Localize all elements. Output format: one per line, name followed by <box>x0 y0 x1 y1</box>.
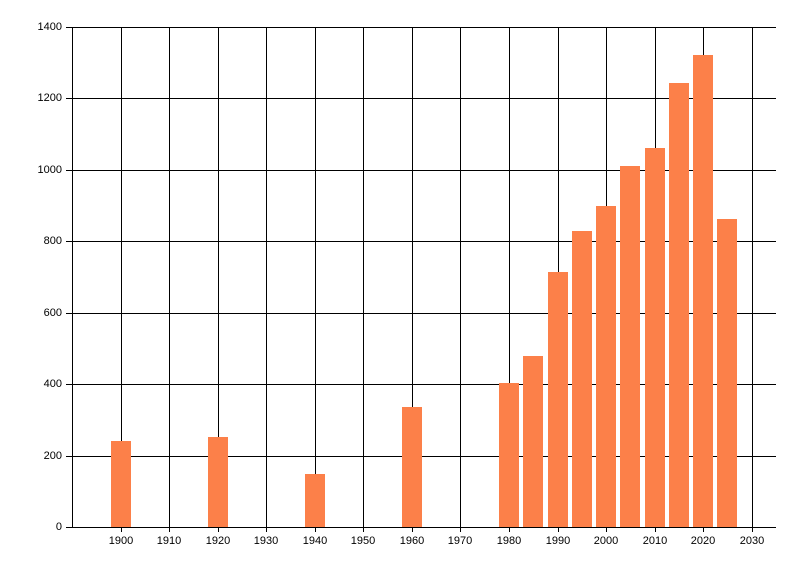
x-tick-mark <box>752 527 753 532</box>
bar-2005 <box>620 166 640 527</box>
y-gridline <box>72 241 776 242</box>
y-tick-mark <box>66 27 72 28</box>
x-tick-label: 1940 <box>302 535 328 547</box>
bar-2000 <box>596 206 616 527</box>
x-gridline <box>266 27 267 527</box>
y-tick-label: 1000 <box>37 164 62 176</box>
x-tick-mark <box>218 527 219 532</box>
x-gridline <box>121 27 122 527</box>
bar-2025 <box>717 219 737 527</box>
x-tick-mark <box>412 527 413 532</box>
y-tick-label: 0 <box>55 521 62 533</box>
y-tick-mark <box>66 313 72 314</box>
x-tick-mark <box>655 527 656 532</box>
x-tick-label: 2000 <box>593 535 619 547</box>
y-tick-label: 1400 <box>37 21 62 33</box>
x-tick-mark <box>558 527 559 532</box>
x-tick-mark <box>363 527 364 532</box>
x-tick-label: 1900 <box>108 535 134 547</box>
x-tick-mark <box>121 527 122 532</box>
y-gridline <box>72 98 776 99</box>
x-gridline <box>315 27 316 527</box>
bar-2015 <box>669 83 689 527</box>
x-tick-label: 1990 <box>545 535 571 547</box>
y-tick-mark <box>66 98 72 99</box>
x-tick-label: 1970 <box>447 535 473 547</box>
x-tick-label: 2030 <box>739 535 765 547</box>
y-tick-label: 1200 <box>37 92 62 104</box>
x-tick-mark <box>266 527 267 532</box>
x-tick-label: 1950 <box>350 535 376 547</box>
y-tick-label: 200 <box>43 450 62 462</box>
y-tick-label: 400 <box>43 378 62 390</box>
x-gridline <box>218 27 219 527</box>
y-gridline <box>72 313 776 314</box>
x-gridline <box>509 27 510 527</box>
bar-1985 <box>523 356 543 527</box>
y-tick-mark <box>66 527 72 528</box>
x-tick-mark <box>509 527 510 532</box>
y-gridline <box>72 170 776 171</box>
y-tick-mark <box>66 241 72 242</box>
x-tick-label: 1910 <box>156 535 182 547</box>
y-gridline <box>72 456 776 457</box>
x-gridline <box>169 27 170 527</box>
x-tick-label: 1960 <box>399 535 425 547</box>
bar-2020 <box>693 55 713 527</box>
bar-1980 <box>499 383 519 527</box>
y-axis-line <box>72 27 73 527</box>
x-tick-label: 1930 <box>253 535 279 547</box>
bar-1990 <box>548 272 568 527</box>
x-gridline <box>363 27 364 527</box>
y-gridline <box>72 384 776 385</box>
y-tick-mark <box>66 384 72 385</box>
x-gridline <box>460 27 461 527</box>
x-tick-mark <box>169 527 170 532</box>
bar-1995 <box>572 231 592 527</box>
bar-2010 <box>645 148 665 527</box>
bar-1940 <box>305 474 325 527</box>
x-gridline <box>412 27 413 527</box>
x-tick-label: 1920 <box>205 535 231 547</box>
x-axis-line <box>72 527 776 528</box>
x-tick-mark <box>315 527 316 532</box>
x-tick-mark <box>703 527 704 532</box>
x-tick-mark <box>460 527 461 532</box>
y-tick-mark <box>66 170 72 171</box>
x-tick-label: 2010 <box>642 535 668 547</box>
y-gridline <box>72 27 776 28</box>
y-tick-label: 600 <box>43 307 62 319</box>
bar-1900 <box>111 441 131 527</box>
bar-1960 <box>402 407 422 527</box>
x-tick-label: 1980 <box>496 535 522 547</box>
bar-1920 <box>208 437 228 527</box>
y-tick-mark <box>66 456 72 457</box>
x-tick-label: 2020 <box>690 535 716 547</box>
x-tick-mark <box>606 527 607 532</box>
y-tick-label: 800 <box>43 235 62 247</box>
x-gridline <box>752 27 753 527</box>
